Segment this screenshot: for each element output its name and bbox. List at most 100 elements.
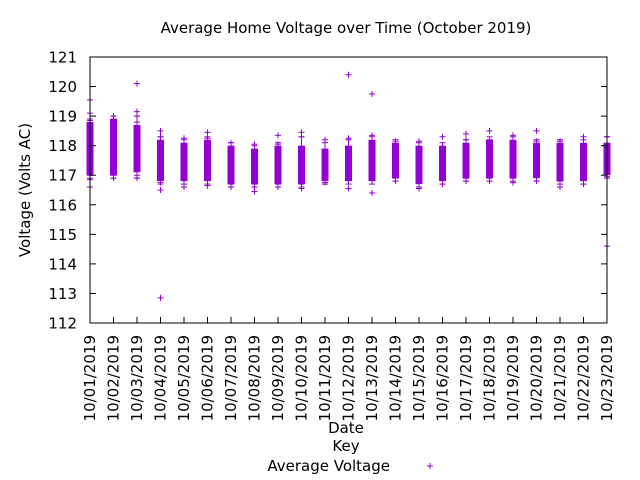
data-point bbox=[392, 138, 399, 145]
box-body bbox=[556, 142, 564, 182]
x-tick-label: 10/06/2019 bbox=[199, 335, 217, 421]
data-point bbox=[204, 129, 211, 136]
box-body bbox=[251, 148, 258, 185]
y-tick-label: 121 bbox=[48, 49, 77, 67]
box-mark bbox=[392, 139, 399, 182]
box-body bbox=[204, 139, 211, 182]
data-point bbox=[557, 138, 563, 145]
box-mark bbox=[251, 145, 258, 188]
data-point bbox=[251, 141, 258, 148]
box-body bbox=[368, 139, 376, 182]
data-point bbox=[228, 184, 234, 191]
box-body bbox=[298, 145, 305, 185]
data-point bbox=[298, 133, 305, 140]
data-point bbox=[110, 116, 117, 123]
y-tick-label: 116 bbox=[48, 196, 77, 214]
box-mark bbox=[462, 139, 470, 182]
x-tick-label: 10/08/2019 bbox=[246, 335, 264, 421]
data-point bbox=[157, 187, 164, 193]
x-tick-label: 10/05/2019 bbox=[175, 335, 193, 421]
y-axis-label: Voltage (Volts AC) bbox=[16, 123, 34, 257]
x-tick-label: 10/03/2019 bbox=[128, 335, 146, 421]
y-tick-label: 115 bbox=[48, 226, 77, 244]
data-point bbox=[486, 136, 493, 143]
data-point bbox=[369, 189, 375, 196]
data-point bbox=[251, 188, 258, 195]
x-tick-label: 10/22/2019 bbox=[575, 335, 593, 421]
data-point bbox=[204, 176, 211, 183]
box-body bbox=[533, 142, 540, 179]
y-tick-label: 114 bbox=[48, 255, 77, 273]
data-point bbox=[439, 133, 446, 140]
data-point bbox=[298, 185, 305, 192]
box-mark bbox=[133, 115, 141, 179]
data-point bbox=[369, 132, 375, 139]
box-body bbox=[462, 142, 470, 179]
data-point bbox=[557, 178, 563, 185]
box-body bbox=[392, 142, 399, 179]
data-point bbox=[134, 119, 140, 126]
y-tick-label: 118 bbox=[48, 137, 77, 155]
data-point bbox=[228, 139, 234, 146]
x-tick-label: 10/04/2019 bbox=[152, 335, 170, 421]
data-point bbox=[181, 184, 187, 191]
data-point bbox=[533, 178, 540, 185]
x-tick-label: 10/12/2019 bbox=[340, 335, 358, 421]
data-point bbox=[181, 135, 187, 142]
box-body bbox=[227, 145, 235, 185]
data-point bbox=[369, 176, 375, 183]
data-point bbox=[204, 135, 211, 142]
data-point bbox=[533, 127, 540, 134]
box-body bbox=[180, 142, 188, 182]
box-body bbox=[110, 119, 117, 176]
box-body bbox=[486, 139, 493, 179]
box-mark bbox=[274, 142, 282, 188]
box-mark bbox=[157, 136, 164, 185]
x-tick-label: 10/11/2019 bbox=[316, 335, 334, 421]
data-point bbox=[369, 90, 375, 97]
data-point bbox=[416, 185, 422, 192]
data-point bbox=[157, 127, 164, 134]
x-tick-label: 10/10/2019 bbox=[293, 335, 311, 421]
data-point bbox=[463, 136, 469, 143]
data-point bbox=[157, 294, 164, 301]
x-tick-label: 10/17/2019 bbox=[457, 335, 475, 421]
box-body bbox=[274, 145, 282, 185]
data-point bbox=[275, 132, 281, 139]
data-point bbox=[134, 80, 140, 87]
box-body bbox=[439, 145, 446, 182]
data-point bbox=[345, 135, 352, 142]
data-point bbox=[110, 175, 117, 182]
data-point bbox=[510, 179, 516, 186]
data-point bbox=[463, 130, 469, 137]
data-point bbox=[580, 181, 587, 188]
data-point bbox=[345, 176, 352, 183]
data-point bbox=[463, 178, 469, 185]
x-axis-label: Date bbox=[328, 419, 364, 437]
x-axis-ticks: 10/01/2019 10/02/2019 10/03/2019 10/04/2019… bbox=[81, 317, 616, 421]
x-tick-label: 10/20/2019 bbox=[528, 335, 546, 421]
x-tick-label: 10/13/2019 bbox=[363, 335, 381, 421]
box-body bbox=[321, 148, 329, 182]
chart-title: Average Home Voltage over Time (October … bbox=[161, 19, 532, 37]
data-point bbox=[275, 184, 281, 191]
box-mark bbox=[486, 136, 493, 182]
data-point bbox=[580, 133, 587, 140]
data-point bbox=[275, 141, 281, 148]
data-point bbox=[134, 113, 140, 120]
box-body bbox=[345, 145, 352, 182]
y-axis-ticks: 112 113 114 115 116 117 118 119 120 121 bbox=[48, 49, 607, 333]
data-point bbox=[486, 127, 493, 134]
legend-plus-marker bbox=[427, 463, 433, 469]
y-tick-label: 120 bbox=[48, 78, 77, 96]
data-point bbox=[533, 138, 540, 145]
legend-label-average-voltage: Average Voltage bbox=[267, 457, 390, 475]
data-point bbox=[157, 133, 164, 140]
box-body bbox=[580, 142, 587, 182]
y-tick-label: 119 bbox=[48, 108, 77, 126]
x-tick-label: 10/21/2019 bbox=[551, 335, 569, 421]
data-point bbox=[181, 176, 187, 183]
data-point bbox=[416, 179, 422, 186]
box-body bbox=[509, 139, 517, 179]
